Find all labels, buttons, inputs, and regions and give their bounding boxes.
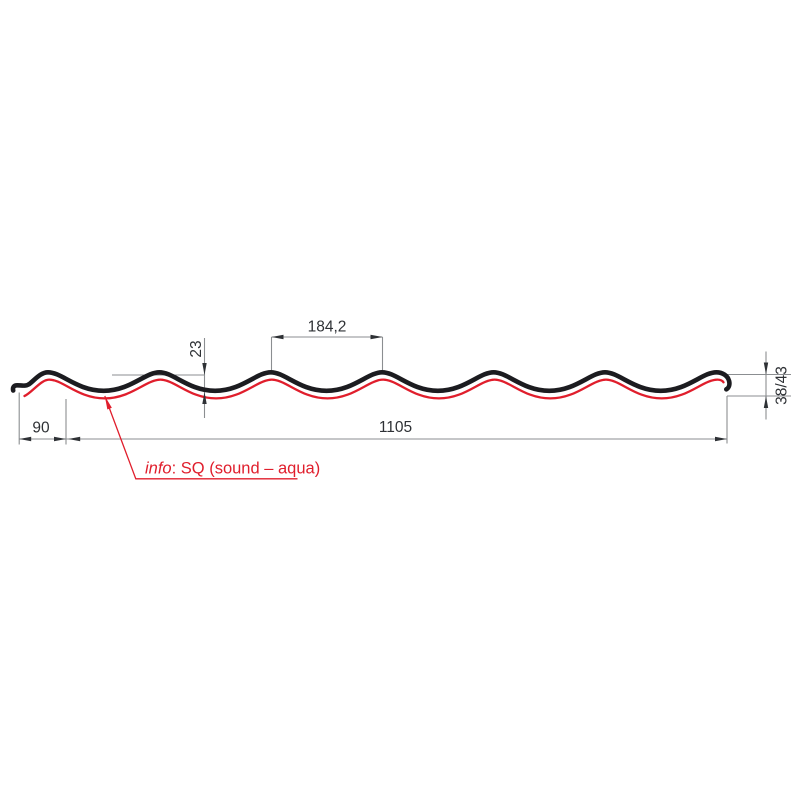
profile-section xyxy=(10,369,732,400)
info-label: info: SQ (sound – aqua) xyxy=(145,460,320,478)
dimension-pitch: 184,2 xyxy=(270,319,384,371)
info-label-text: : SQ (sound – aqua) xyxy=(172,460,321,478)
cover-width-arrow-right xyxy=(715,436,727,442)
height-arrow-bottom xyxy=(763,396,769,408)
pitch-arrow-right xyxy=(370,334,383,340)
dimension-profile-height: 38/43 xyxy=(722,351,791,420)
depth-arrow-top xyxy=(202,363,207,375)
overlap-label: 90 xyxy=(32,420,50,437)
dimension-step-depth: 23 xyxy=(112,338,206,418)
info-label-prefix: info xyxy=(145,460,172,478)
dimension-step-depth-arrows xyxy=(202,363,207,404)
pitch-arrow-left xyxy=(271,334,284,340)
cover-width-arrow-left xyxy=(68,436,81,442)
info-annotation: info: SQ (sound – aqua) xyxy=(104,395,320,480)
depth-arrow-bottom xyxy=(202,392,207,404)
profile-height-label: 38/43 xyxy=(774,366,791,405)
dimension-widths: 90 1105 xyxy=(18,392,728,445)
overlap-arrow-left xyxy=(19,436,32,442)
pitch-label: 184,2 xyxy=(308,319,347,336)
cover-width-label: 1105 xyxy=(379,419,412,436)
height-arrow-top xyxy=(763,362,769,375)
profile-sheet-outline xyxy=(10,369,732,394)
info-leader-arrow xyxy=(104,396,112,410)
info-leader-line xyxy=(104,395,298,480)
sound-insulation-line xyxy=(23,378,725,400)
overlap-arrow-right xyxy=(54,436,66,442)
depth-label: 23 xyxy=(188,340,205,357)
